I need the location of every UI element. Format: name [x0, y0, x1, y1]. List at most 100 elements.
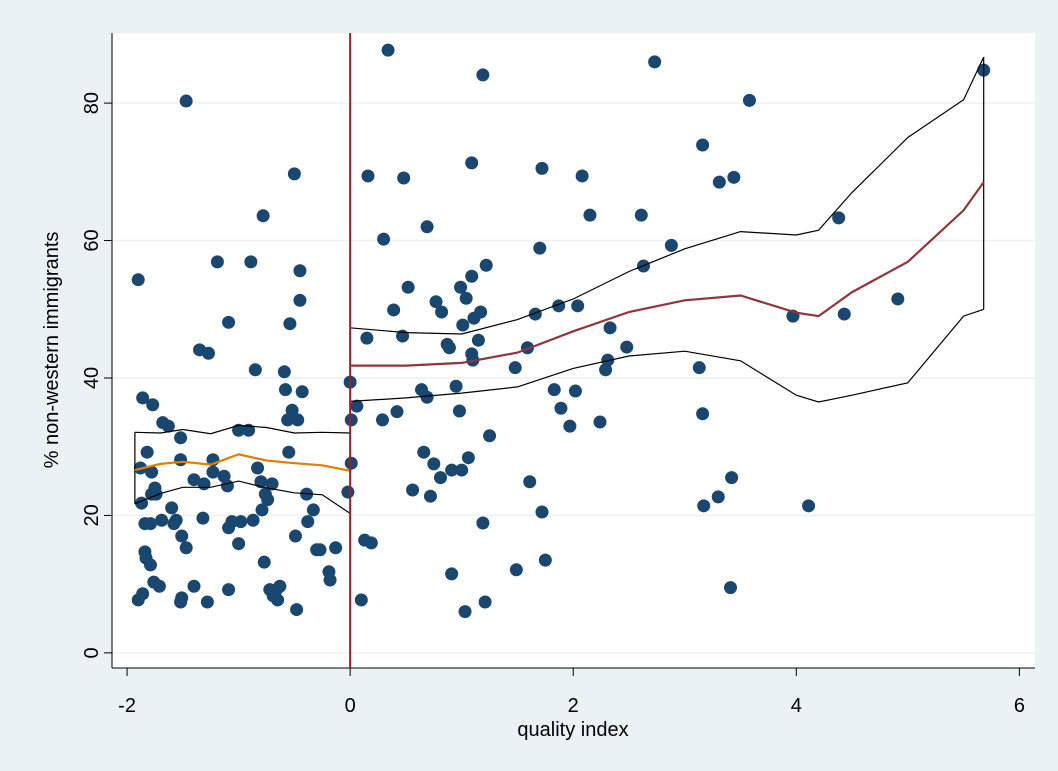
point — [248, 363, 262, 377]
point — [571, 299, 585, 313]
point — [293, 293, 307, 307]
point — [802, 499, 816, 513]
point — [471, 333, 485, 347]
point — [401, 280, 415, 294]
point — [169, 513, 183, 527]
point — [535, 161, 549, 175]
point — [583, 208, 597, 222]
point — [445, 463, 459, 477]
plot-area — [112, 33, 1035, 668]
point — [313, 543, 327, 557]
point — [742, 93, 756, 107]
point — [175, 529, 189, 543]
point — [344, 456, 358, 470]
x-tick-label: 2 — [568, 695, 579, 717]
point — [461, 451, 475, 465]
point — [225, 515, 239, 529]
point — [479, 258, 493, 272]
point — [306, 503, 320, 517]
point — [429, 295, 443, 309]
point — [711, 490, 725, 504]
point — [528, 307, 542, 321]
point — [197, 477, 211, 491]
point — [140, 445, 154, 459]
point — [251, 461, 265, 475]
point — [593, 415, 607, 429]
point — [354, 593, 368, 607]
point — [620, 340, 634, 354]
point — [476, 516, 490, 530]
point — [445, 567, 459, 581]
point — [136, 391, 150, 405]
y-tick-label: 0 — [81, 647, 103, 658]
point — [206, 465, 220, 479]
point — [288, 529, 302, 543]
point — [458, 605, 472, 619]
x-tick-label: 4 — [791, 695, 802, 717]
point — [196, 511, 210, 525]
fit-line — [134, 453, 351, 472]
point — [220, 479, 234, 493]
point — [478, 595, 492, 609]
point — [136, 587, 150, 601]
point — [603, 321, 617, 335]
point — [290, 603, 304, 617]
point — [423, 489, 437, 503]
point — [387, 303, 401, 317]
point — [449, 379, 463, 393]
point — [179, 541, 193, 555]
point — [381, 43, 395, 57]
point — [261, 493, 275, 507]
point — [293, 264, 307, 278]
point — [563, 419, 577, 433]
point — [377, 232, 391, 246]
point — [508, 361, 522, 375]
point — [361, 169, 375, 183]
point — [287, 167, 301, 181]
point — [364, 536, 378, 550]
point — [664, 238, 678, 252]
y-tick-label: 40 — [81, 367, 103, 389]
point — [406, 483, 420, 497]
point — [161, 419, 175, 433]
point — [254, 475, 268, 489]
point — [554, 401, 568, 415]
x-tick-label: 6 — [1014, 695, 1025, 717]
point — [210, 255, 224, 269]
point — [256, 209, 270, 223]
point — [329, 541, 343, 555]
point — [222, 583, 236, 597]
point — [152, 579, 166, 593]
point — [265, 477, 279, 491]
point — [143, 517, 157, 531]
point — [459, 291, 473, 305]
point — [145, 487, 159, 501]
point — [282, 445, 296, 459]
point — [692, 361, 706, 375]
point — [725, 471, 739, 485]
point — [257, 555, 271, 569]
point — [568, 384, 582, 398]
point — [344, 413, 358, 427]
point — [420, 220, 434, 234]
point — [200, 595, 214, 609]
point — [433, 471, 447, 485]
x-axis-label: quality index — [517, 719, 628, 741]
point — [273, 579, 287, 593]
point — [575, 169, 589, 183]
point — [174, 453, 188, 467]
point — [397, 171, 411, 185]
y-tick-label: 80 — [81, 92, 103, 114]
point — [323, 573, 337, 587]
ci-upper — [350, 56, 985, 335]
point — [232, 537, 246, 551]
point — [427, 457, 441, 471]
point — [634, 208, 648, 222]
point — [145, 465, 159, 479]
point — [435, 305, 449, 319]
point — [131, 273, 145, 287]
point — [271, 593, 285, 607]
point — [455, 463, 469, 477]
point — [538, 553, 552, 567]
